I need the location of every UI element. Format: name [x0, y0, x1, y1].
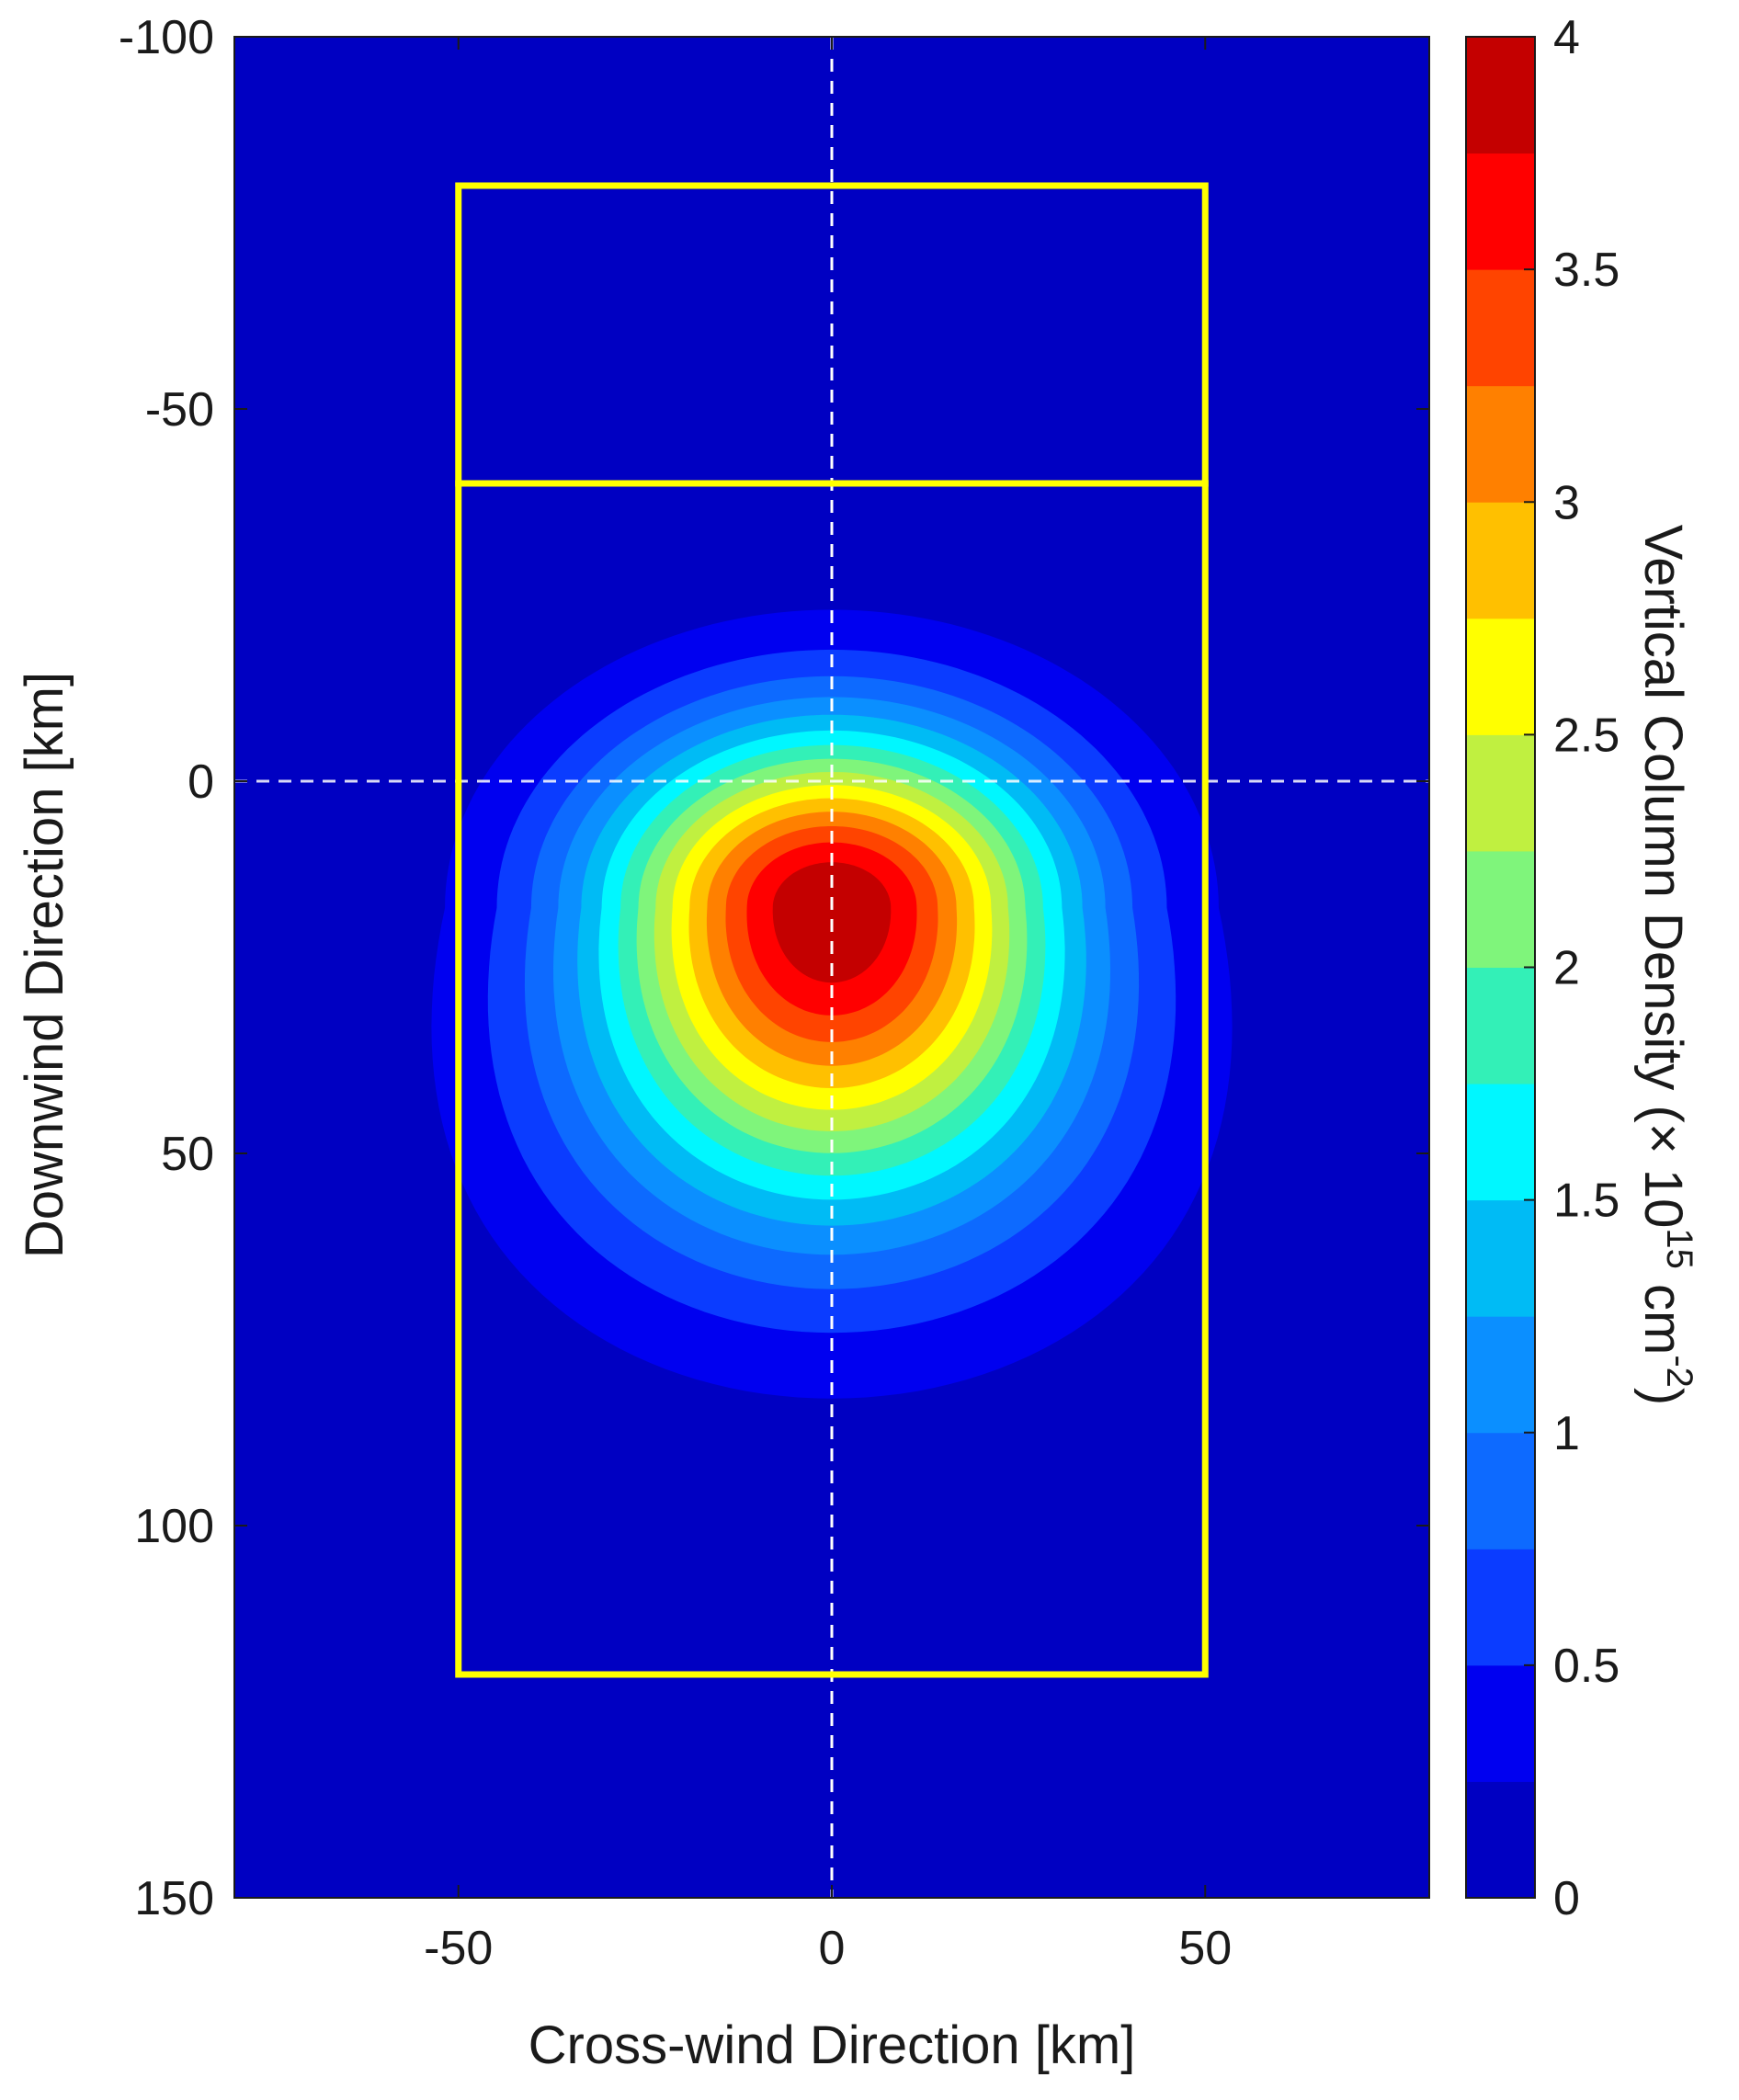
y-tick-label: 100	[134, 1500, 214, 1553]
colorbar-segment	[1466, 1084, 1535, 1201]
colorbar	[1465, 36, 1536, 1899]
contour-bands	[431, 609, 1233, 1399]
x-axis-ticks: -50 0 50	[424, 37, 1232, 1975]
colorbar-segment	[1466, 1781, 1535, 1899]
y-tick-label: -50	[145, 383, 214, 437]
y-tick-label: -100	[119, 11, 214, 64]
colorbar-segment	[1466, 1432, 1535, 1549]
colorbar-segment	[1466, 385, 1535, 503]
colorbar-segment	[1466, 850, 1535, 968]
y-axis-label: Downwind Direction [km]	[15, 672, 74, 1258]
colorbar-tick-label: 1.5	[1553, 1175, 1620, 1228]
colorbar-segment	[1466, 1316, 1535, 1434]
colorbar-tick-label: 1	[1553, 1407, 1580, 1460]
colorbar-segment	[1466, 153, 1535, 270]
y-tick-label: 50	[161, 1128, 214, 1181]
region-box	[455, 480, 1209, 1678]
x-tick-label: 0	[819, 1922, 846, 1975]
colorbar-segment	[1466, 37, 1535, 154]
colorbar-segment	[1466, 1549, 1535, 1666]
colorbar-ticks: 0 0.5 1 1.5 2 2.5 3 3.5 4	[1524, 11, 1620, 1925]
colorbar-tick-label: 0	[1553, 1872, 1580, 1925]
y-tick-label: 0	[188, 755, 214, 809]
colorbar-segment	[1466, 1664, 1535, 1782]
reference-lines	[234, 37, 1429, 1898]
colorbar-tick-label: 3	[1553, 476, 1580, 529]
x-tick-label: -50	[424, 1922, 493, 1975]
colorbar-tick-label: 2	[1553, 942, 1580, 995]
colorbar-segment	[1466, 502, 1535, 619]
colorbar-tick-label: 4	[1553, 11, 1580, 64]
y-tick-label: 150	[134, 1872, 214, 1925]
region-boxes	[455, 182, 1209, 1678]
colorbar-label: Vertical Column Density (× 1015 cm-2)	[1633, 525, 1699, 1406]
colorbar-segment	[1466, 618, 1535, 735]
y-axis-ticks: -100 -50 0 50 100 150	[119, 11, 1429, 1925]
colorbar-tick-label: 0.5	[1553, 1640, 1620, 1693]
x-axis-label: Cross-wind Direction [km]	[529, 2015, 1136, 2075]
x-tick-label: 50	[1178, 1922, 1232, 1975]
colorbar-segment	[1466, 734, 1535, 852]
colorbar-segment	[1466, 1199, 1535, 1317]
colorbar-segment	[1466, 967, 1535, 1084]
colorbar-tick-label: 2.5	[1553, 709, 1620, 762]
colorbar-tick-label: 3.5	[1553, 244, 1620, 297]
colorbar-segment	[1466, 269, 1535, 387]
